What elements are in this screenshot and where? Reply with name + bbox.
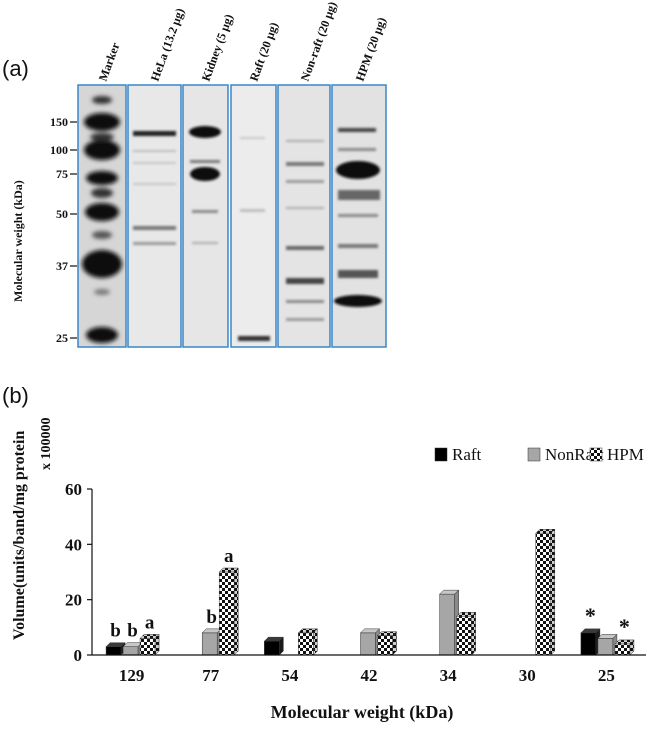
chart-y-axis-label: Volume(units/band/mg protein	[11, 431, 28, 640]
panel-b-label: (b)	[2, 383, 29, 408]
y-multiplier-label: x 100000	[39, 418, 54, 471]
lane-label-kidney-5-g: Kidney (5 µg)	[199, 12, 236, 83]
x-tick-label-34: 34	[440, 666, 458, 685]
annotation-25-hpm: *	[619, 614, 630, 639]
bar-front	[122, 646, 139, 656]
bar-hpm-77	[218, 567, 239, 656]
annotation-77-nonraft: b	[206, 607, 217, 628]
blot-image	[77, 84, 387, 348]
bar-raft-129	[105, 642, 126, 656]
bar-side	[471, 611, 476, 656]
bar-nonraft-77	[201, 628, 222, 656]
bar-side	[550, 528, 556, 656]
legend: Raft NonRaft HPM	[434, 445, 644, 464]
lane-kidney	[182, 84, 229, 348]
bar-hpm-34	[456, 611, 477, 656]
bar-front	[201, 632, 218, 656]
bar-hpm-54	[297, 628, 318, 656]
bar-hpm-30	[535, 528, 556, 656]
bar-nonraft-129	[122, 642, 143, 656]
bar-front	[535, 533, 552, 656]
panel-a-label: (a)	[2, 56, 29, 81]
lane-label-hpm-20-g: HPM (20 µg)	[353, 15, 389, 83]
bar-front	[298, 632, 314, 656]
legend-label-raft: Raft	[452, 445, 482, 464]
legend-swatch-hpm	[589, 447, 603, 462]
x-tick-label-42: 42	[361, 666, 378, 685]
x-tick-label-77: 77	[202, 666, 220, 685]
bar-front	[597, 638, 614, 656]
chart-x-axis-label: Molecular weight (kDa)	[271, 702, 454, 723]
legend-label-nonraft: NonRaft	[545, 445, 604, 464]
bar-front	[456, 616, 472, 656]
bar-front	[580, 632, 597, 656]
bar-nonraft-34	[439, 589, 460, 656]
bar-front	[360, 632, 376, 656]
legend-swatch-nonraft	[527, 447, 541, 462]
bar-side	[392, 631, 397, 656]
bar-side	[154, 633, 160, 656]
bar-front	[264, 640, 280, 656]
lane-label-raft-20-g: Raft (20 µg)	[247, 20, 281, 83]
bar-side	[313, 628, 318, 656]
x-tick-label-129: 129	[119, 666, 145, 685]
y-tick-label-20: 20	[65, 591, 82, 610]
lane-label-non-raft-20-g: Non-raft (20 µg)	[298, 0, 340, 83]
lane-hela	[127, 84, 182, 348]
lane-raft	[230, 84, 277, 348]
y-tick-label-60: 60	[65, 480, 82, 499]
bar-nonraft-25	[597, 633, 618, 656]
mw-ticks: 150 100 75 50 37 25	[50, 115, 77, 345]
x-tick-label-54: 54	[281, 666, 299, 685]
blot-y-axis-label: Molecular weight (kDa)	[11, 180, 25, 302]
lane-labels: Marker HeLa (13.2 µg) Kidney (5 µg) Raft (2…	[96, 0, 389, 83]
annotation-77-hpm: a	[224, 546, 234, 567]
bar-nonraft-42	[359, 628, 381, 656]
marker-bands	[82, 96, 122, 343]
mw-tick-label-75: 75	[56, 167, 68, 181]
bar-raft-54	[263, 636, 284, 656]
annotation-129-hpm: a	[145, 612, 155, 633]
bar-front	[139, 638, 156, 656]
bar-side	[233, 567, 239, 656]
lane-label-marker: Marker	[96, 40, 123, 83]
mw-tick-label-150: 150	[50, 115, 68, 129]
bar-front	[105, 646, 122, 656]
x-tick-label-25: 25	[598, 666, 615, 685]
bar-hpm-129	[139, 633, 160, 656]
bar-raft-25	[580, 628, 601, 656]
y-axis: 0 20 40 60	[65, 480, 93, 665]
lane-nonraft	[277, 84, 331, 348]
legend-swatch-raft	[434, 447, 448, 462]
mw-tick-label-50: 50	[56, 207, 68, 221]
bar-side	[279, 636, 284, 656]
bar-front	[377, 635, 393, 656]
bars	[105, 528, 635, 656]
bar-front	[218, 571, 235, 656]
annotation-129-raft: b	[110, 621, 121, 642]
legend-label-hpm: HPM	[607, 445, 644, 464]
y-tick-label-0: 0	[74, 646, 83, 665]
x-tick-label-30: 30	[519, 666, 536, 685]
mw-tick-label-37: 37	[56, 259, 68, 273]
mw-tick-label-25: 25	[56, 331, 68, 345]
y-tick-label-40: 40	[65, 535, 82, 554]
annotations: b b a ba* *	[110, 546, 630, 642]
lane-label-hela-13-2-g: HeLa (13.2 µg)	[148, 6, 187, 83]
x-axis: 129 77 54 42 34 30 25	[92, 654, 646, 685]
annotation-25-raft: *	[585, 603, 596, 628]
bar-side	[629, 639, 635, 656]
bar-hpm-42	[376, 631, 398, 656]
mw-tick-label-100: 100	[50, 143, 68, 157]
bar-front	[614, 643, 631, 656]
bar-hpm-25	[614, 639, 635, 656]
annotation-129-nonraft: b	[127, 621, 138, 642]
bar-front	[439, 593, 455, 656]
